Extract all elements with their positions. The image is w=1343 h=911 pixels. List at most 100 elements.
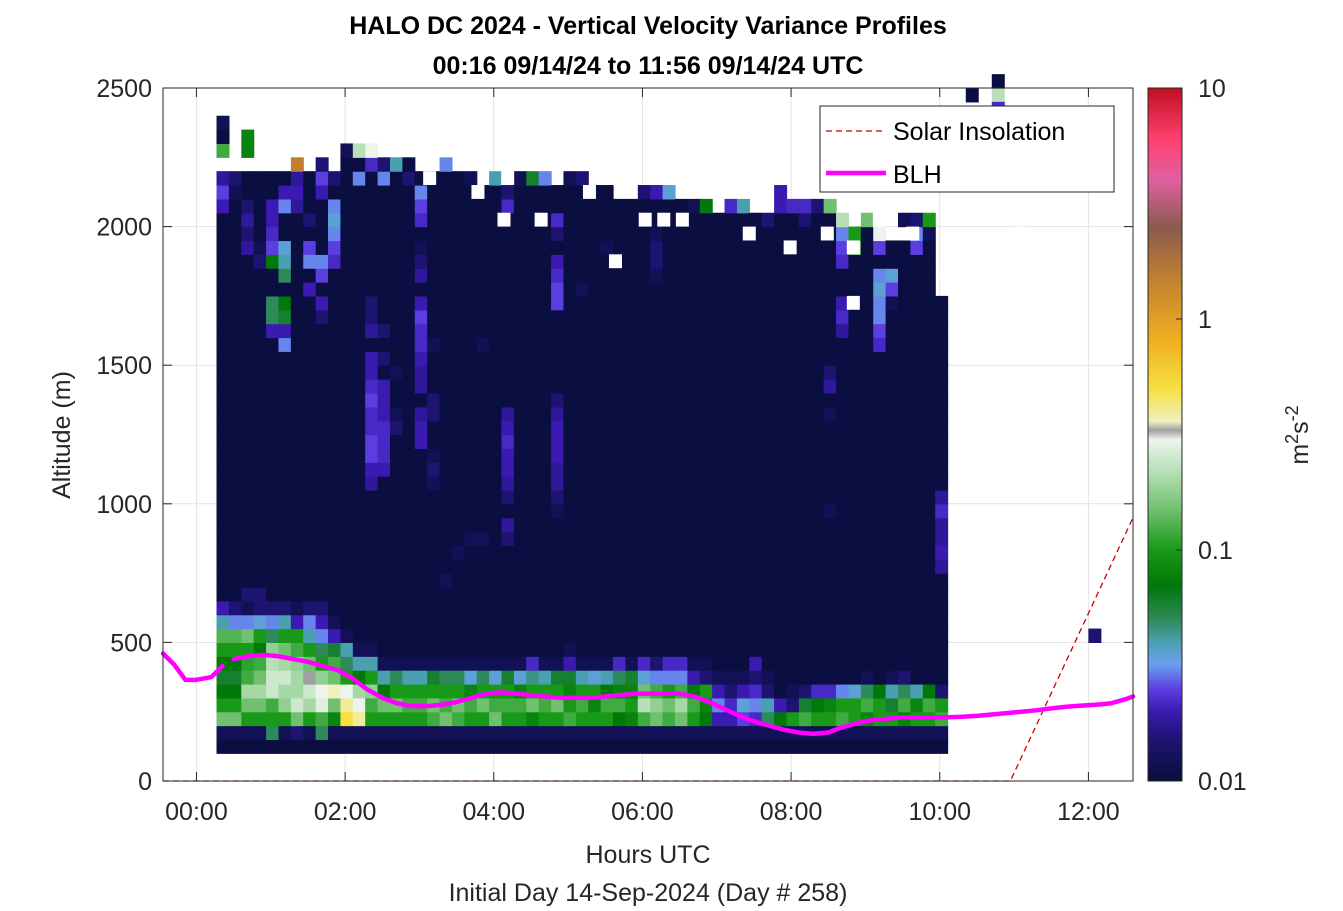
heatmap-cell: [774, 268, 788, 283]
heatmap-cell: [873, 503, 887, 519]
heatmap-cell: [328, 212, 342, 228]
heatmap-cell: [464, 573, 478, 588]
heatmap-cell: [253, 670, 267, 685]
heatmap-cell: [637, 545, 651, 560]
heatmap-cell: [340, 226, 354, 242]
heatmap-cell: [414, 198, 428, 214]
heatmap-cell: [674, 711, 688, 727]
heatmap-cell: [290, 406, 304, 422]
heatmap-cell: [551, 531, 565, 546]
heatmap-cell: [389, 392, 403, 408]
heatmap-cell: [266, 226, 280, 242]
heatmap-cell: [315, 351, 329, 366]
heatmap-cell: [501, 462, 515, 477]
heatmap-cell: [315, 642, 329, 657]
heatmap-cell: [625, 282, 639, 297]
heatmap-cell: [414, 323, 428, 339]
heatmap-cell: [798, 434, 812, 449]
heatmap-cell: [798, 711, 812, 727]
heatmap-cell: [377, 573, 391, 588]
heatmap-cell: [414, 309, 428, 325]
heatmap-cell: [761, 614, 775, 630]
heatmap-cell: [290, 670, 304, 685]
heatmap-cell: [563, 337, 577, 352]
heatmap-cell: [427, 254, 441, 269]
heatmap-cell: [687, 268, 701, 283]
heatmap-cell: [427, 392, 441, 408]
heatmap-cell: [328, 185, 342, 200]
heatmap-cell: [774, 642, 788, 657]
heatmap-cell: [625, 434, 639, 449]
heatmap-cell: [687, 351, 701, 366]
heatmap-cell: [513, 254, 527, 269]
heatmap-cell: [836, 614, 850, 630]
heatmap-cell: [551, 670, 565, 685]
heatmap-cell: [836, 254, 850, 269]
heatmap-cell: [402, 559, 416, 574]
heatmap-cell: [736, 198, 750, 214]
heatmap-cell: [786, 600, 800, 616]
heatmap-cell: [513, 600, 527, 616]
heatmap-cell: [538, 392, 552, 408]
y-tick-label: 2500: [96, 75, 152, 103]
heatmap-cell: [699, 586, 713, 602]
heatmap-cell: [637, 351, 651, 366]
heatmap-cell: [674, 586, 688, 602]
heatmap-cell: [873, 254, 887, 269]
colorbar-tick-label: 10: [1198, 75, 1226, 103]
heatmap-cell: [303, 268, 317, 283]
heatmap-cell: [451, 739, 465, 754]
heatmap-cell: [328, 420, 342, 436]
heatmap-cell: [699, 212, 713, 228]
heatmap-cell: [687, 434, 701, 449]
heatmap-cell: [761, 531, 775, 546]
heatmap-cell: [910, 656, 924, 671]
heatmap-cell: [774, 420, 788, 436]
heatmap-cell: [699, 656, 713, 671]
heatmap-cell: [303, 171, 317, 186]
heatmap-cell: [687, 656, 701, 671]
heatmap-cell: [266, 683, 280, 699]
heatmap-cell: [736, 282, 750, 297]
heatmap-cell: [650, 683, 664, 699]
heatmap-cell: [575, 282, 589, 297]
heatmap-cell: [637, 434, 651, 449]
heatmap-cell: [241, 517, 255, 533]
heatmap-cell: [303, 559, 317, 574]
heatmap-cell: [563, 379, 577, 394]
heatmap-cell: [823, 503, 837, 519]
heatmap-cell: [786, 268, 800, 283]
heatmap-cell: [885, 586, 899, 602]
heatmap-cell: [749, 489, 763, 505]
heatmap-cell: [736, 392, 750, 408]
heatmap-cell: [451, 531, 465, 546]
heatmap-cell: [588, 628, 602, 643]
heatmap-cell: [489, 670, 503, 685]
heatmap-cell: [352, 226, 366, 242]
heatmap-cell: [228, 531, 242, 546]
heatmap-cell: [439, 351, 453, 366]
heatmap-cell: [439, 406, 453, 422]
heatmap-cell: [674, 295, 688, 311]
heatmap-cell: [575, 309, 589, 325]
heatmap-cell: [600, 642, 614, 657]
heatmap-cell: [860, 351, 874, 366]
heatmap-cell: [898, 323, 911, 339]
heatmap-cell: [922, 600, 936, 616]
heatmap-cell: [414, 725, 428, 741]
heatmap-cell: [736, 531, 750, 546]
heatmap-cell: [575, 379, 589, 394]
heatmap-cell: [228, 185, 242, 200]
heatmap-cell: [451, 462, 465, 477]
heatmap-cell: [402, 600, 416, 616]
heatmap-cell: [290, 462, 304, 477]
heatmap-cell: [637, 670, 651, 685]
heatmap-cell: [414, 683, 428, 699]
heatmap-cell: [389, 198, 403, 214]
heatmap-cell: [253, 545, 267, 560]
heatmap-cell: [588, 517, 602, 533]
heatmap-cell: [823, 268, 837, 283]
heatmap-cell: [761, 337, 775, 352]
heatmap-cell: [600, 531, 614, 546]
